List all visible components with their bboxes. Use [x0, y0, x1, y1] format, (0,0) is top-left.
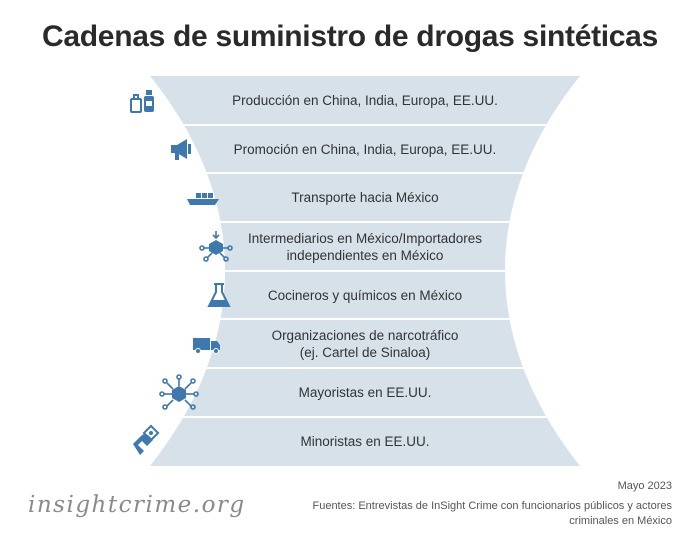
- network-box-icon: [198, 229, 234, 262]
- stage-1-label: Producción en China, India, Europa, EE.U…: [232, 93, 498, 108]
- stage-4-label: Intermediarios en México/Importadores in…: [247, 230, 483, 263]
- stage-7-label: Mayoristas en EE.UU.: [298, 385, 432, 400]
- truck-icon: [189, 328, 225, 360]
- stage-dividers: [0, 124, 700, 418]
- bottles-icon: [125, 86, 161, 118]
- stage-8-label: Minoristas en EE.UU.: [300, 434, 430, 449]
- brand-logo-text: insightcrime.org: [28, 492, 246, 518]
- stage-2-label: Promoción en China, India, Europa, EE.UU…: [233, 141, 497, 157]
- stage-5-label: Cocineros y químicos en México: [267, 287, 463, 303]
- distribution-network-icon: [159, 374, 199, 410]
- stage-3-label: Transporte hacia México: [291, 190, 439, 205]
- publication-date: Mayo 2023: [617, 480, 672, 492]
- page-title: Cadenas de suministro de drogas sintétic…: [42, 20, 658, 53]
- stage-6-label: Organizaciones de narcotráfico (ej. Cart…: [271, 327, 459, 360]
- megaphone-icon: [163, 134, 199, 166]
- flask-icon: [201, 280, 237, 312]
- cargo-ship-icon: [183, 182, 219, 214]
- sources-note: Fuentes: Entrevistas de InSight Crime co…: [312, 500, 672, 527]
- hand-exchange-icon: [128, 424, 164, 456]
